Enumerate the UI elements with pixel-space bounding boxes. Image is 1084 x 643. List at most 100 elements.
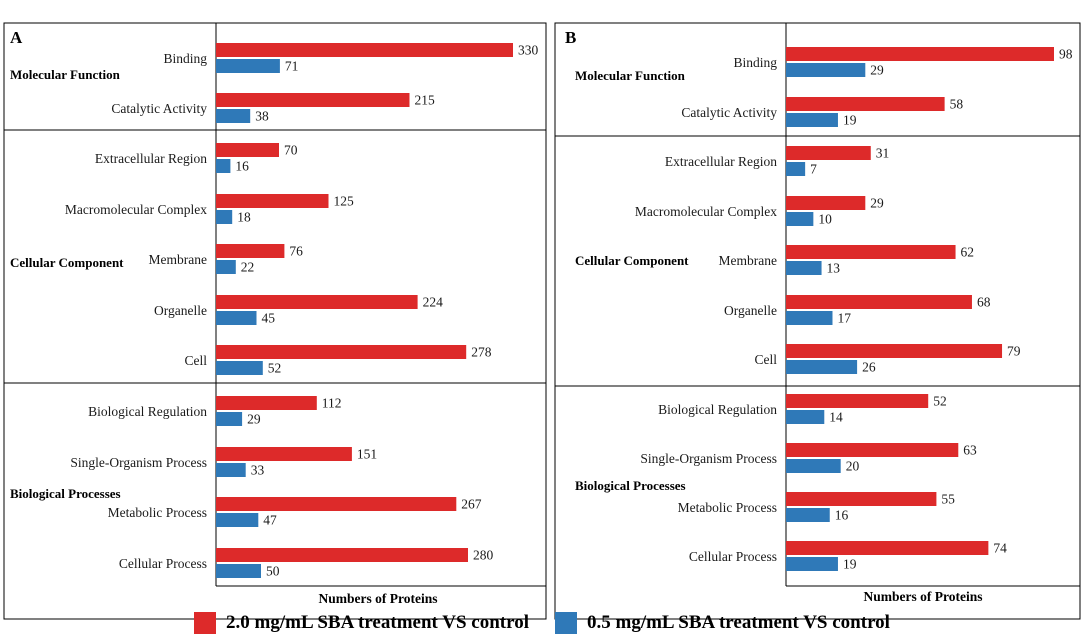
bar-extracellular-region-05mg	[786, 162, 806, 176]
bar-binding-05mg	[216, 59, 280, 73]
bar-cellular-process-2mg	[216, 548, 468, 562]
bar-cell-05mg	[786, 360, 858, 374]
category-label: Metabolic Process	[108, 505, 207, 520]
group-label-cellular-component: Cellular Component	[10, 255, 124, 270]
bar-organelle-05mg	[216, 311, 257, 325]
panel-letter: B	[565, 28, 576, 47]
legend: 2.0 mg/mL SBA treatment VS control 0.5 m…	[0, 608, 1084, 638]
category-label: Biological Regulation	[658, 402, 777, 417]
group-label-molecular-function: Molecular Function	[575, 68, 686, 83]
category-label: Metabolic Process	[678, 500, 777, 515]
value-label: 7	[810, 162, 817, 177]
value-label: 18	[237, 210, 251, 225]
bar-biological-regulation-2mg	[216, 396, 317, 410]
panel-frame	[554, 22, 1081, 620]
value-label: 20	[846, 459, 860, 474]
bar-binding-2mg	[216, 43, 513, 57]
value-label: 29	[870, 63, 884, 78]
category-label: Catalytic Activity	[681, 105, 777, 120]
legend-item-series1: 2.0 mg/mL SBA treatment VS control	[194, 612, 529, 634]
bar-organelle-2mg	[786, 295, 972, 309]
x-axis-title: Numbers of Proteins	[319, 591, 438, 606]
value-label: 58	[950, 97, 964, 112]
value-label: 79	[1007, 344, 1021, 359]
bar-cell-2mg	[216, 345, 467, 359]
value-label: 70	[284, 143, 298, 158]
value-label: 63	[963, 443, 977, 458]
bar-macromolecular-complex-2mg	[786, 196, 866, 210]
value-label: 98	[1059, 47, 1073, 62]
value-label: 55	[941, 492, 955, 507]
value-label: 16	[835, 508, 849, 523]
bar-cell-05mg	[216, 361, 263, 375]
bar-metabolic-process-05mg	[216, 513, 259, 527]
category-label: Single-Organism Process	[640, 451, 777, 466]
bar-extracellular-region-05mg	[216, 159, 231, 173]
value-label: 224	[423, 295, 444, 310]
value-label: 38	[255, 109, 269, 124]
value-label: 330	[518, 43, 539, 58]
bar-catalytic-activity-05mg	[216, 109, 251, 123]
bar-single-organism-process-05mg	[786, 459, 841, 473]
value-label: 267	[461, 497, 482, 512]
value-label: 112	[322, 396, 342, 411]
bar-membrane-05mg	[786, 261, 822, 275]
bar-single-organism-process-2mg	[216, 447, 352, 461]
value-label: 47	[263, 513, 277, 528]
value-label: 52	[933, 394, 947, 409]
category-label: Macromolecular Complex	[635, 204, 777, 219]
value-label: 16	[235, 159, 249, 174]
value-label: 14	[829, 410, 843, 425]
category-label: Extracellular Region	[95, 151, 207, 166]
value-label: 17	[837, 311, 851, 326]
value-label: 26	[862, 360, 876, 375]
bar-biological-regulation-2mg	[786, 394, 929, 408]
value-label: 10	[818, 212, 832, 227]
bar-extracellular-region-2mg	[786, 146, 871, 160]
category-label: Macromolecular Complex	[65, 202, 207, 217]
category-label: Membrane	[719, 253, 777, 268]
x-axis-title: Numbers of Proteins	[864, 589, 983, 604]
value-label: 19	[843, 557, 857, 572]
category-label: Cell	[185, 353, 208, 368]
panel-b: B 98 29 Binding 58 19 Catalytic Activity 31 7 Ext…	[554, 22, 1081, 620]
bar-membrane-05mg	[216, 260, 236, 274]
value-label: 33	[251, 463, 265, 478]
bar-metabolic-process-05mg	[786, 508, 830, 522]
bar-cellular-process-2mg	[786, 541, 989, 555]
category-label: Catalytic Activity	[111, 101, 207, 116]
legend-swatch-red	[194, 612, 217, 634]
value-label: 76	[289, 244, 303, 259]
value-label: 125	[334, 194, 355, 209]
bar-binding-05mg	[786, 63, 866, 77]
bar-binding-2mg	[786, 47, 1054, 61]
category-label: Cell	[755, 352, 778, 367]
bar-organelle-2mg	[216, 295, 418, 309]
bar-catalytic-activity-2mg	[216, 93, 410, 107]
bar-organelle-05mg	[786, 311, 833, 325]
panel-letter: A	[10, 28, 23, 47]
panel-frame	[3, 22, 547, 620]
bar-macromolecular-complex-05mg	[786, 212, 814, 226]
bar-cellular-process-05mg	[216, 564, 261, 578]
bar-extracellular-region-2mg	[216, 143, 279, 157]
bar-macromolecular-complex-2mg	[216, 194, 329, 208]
value-label: 215	[415, 93, 436, 108]
value-label: 13	[827, 261, 841, 276]
value-label: 22	[241, 260, 255, 275]
bar-single-organism-process-2mg	[786, 443, 959, 457]
value-label: 151	[357, 447, 377, 462]
bar-metabolic-process-2mg	[786, 492, 937, 506]
category-label: Cellular Process	[689, 549, 777, 564]
value-label: 29	[870, 196, 884, 211]
value-label: 68	[977, 295, 991, 310]
group-label-cellular-component: Cellular Component	[575, 253, 689, 268]
value-label: 62	[961, 245, 975, 260]
group-label-molecular-function: Molecular Function	[10, 67, 121, 82]
category-label: Binding	[163, 51, 207, 66]
value-label: 31	[876, 146, 890, 161]
bar-membrane-2mg	[216, 244, 285, 258]
value-label: 19	[843, 113, 857, 128]
value-label: 50	[266, 564, 280, 579]
